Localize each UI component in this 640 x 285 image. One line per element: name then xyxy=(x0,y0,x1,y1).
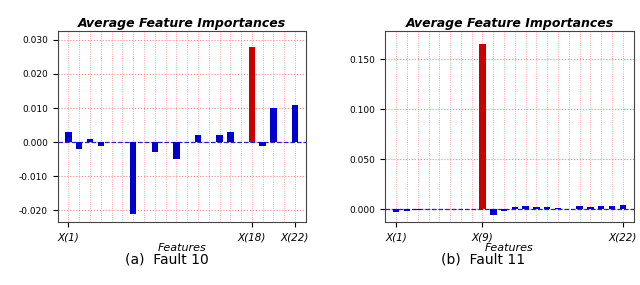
Bar xyxy=(97,142,104,146)
X-axis label: Features: Features xyxy=(157,243,206,253)
Bar xyxy=(620,205,626,209)
Text: (b)  Fault 11: (b) Fault 11 xyxy=(441,252,525,266)
Bar xyxy=(404,209,410,211)
Bar xyxy=(152,142,158,152)
Bar xyxy=(501,209,508,211)
Bar xyxy=(393,209,399,212)
Bar xyxy=(544,207,550,209)
Bar xyxy=(609,206,615,209)
Bar xyxy=(270,108,276,142)
Bar xyxy=(587,207,594,209)
Bar xyxy=(522,206,529,209)
Bar xyxy=(292,105,298,142)
Bar xyxy=(130,142,136,214)
Bar xyxy=(479,44,486,209)
Bar xyxy=(511,207,518,209)
Bar xyxy=(415,209,421,210)
Bar xyxy=(195,135,201,142)
Bar xyxy=(173,142,180,159)
Bar xyxy=(555,208,561,209)
Bar xyxy=(249,47,255,142)
Title: Average Feature Importances: Average Feature Importances xyxy=(405,17,614,30)
Bar xyxy=(76,142,83,149)
Bar xyxy=(227,132,234,142)
X-axis label: Features: Features xyxy=(485,243,534,253)
Text: (a)  Fault 10: (a) Fault 10 xyxy=(125,252,208,266)
Bar xyxy=(65,132,72,142)
Bar xyxy=(577,206,583,209)
Bar xyxy=(533,207,540,209)
Bar xyxy=(259,142,266,146)
Bar xyxy=(87,139,93,142)
Bar xyxy=(598,206,604,209)
Bar xyxy=(490,209,497,215)
Bar xyxy=(216,135,223,142)
Title: Average Feature Importances: Average Feature Importances xyxy=(77,17,286,30)
